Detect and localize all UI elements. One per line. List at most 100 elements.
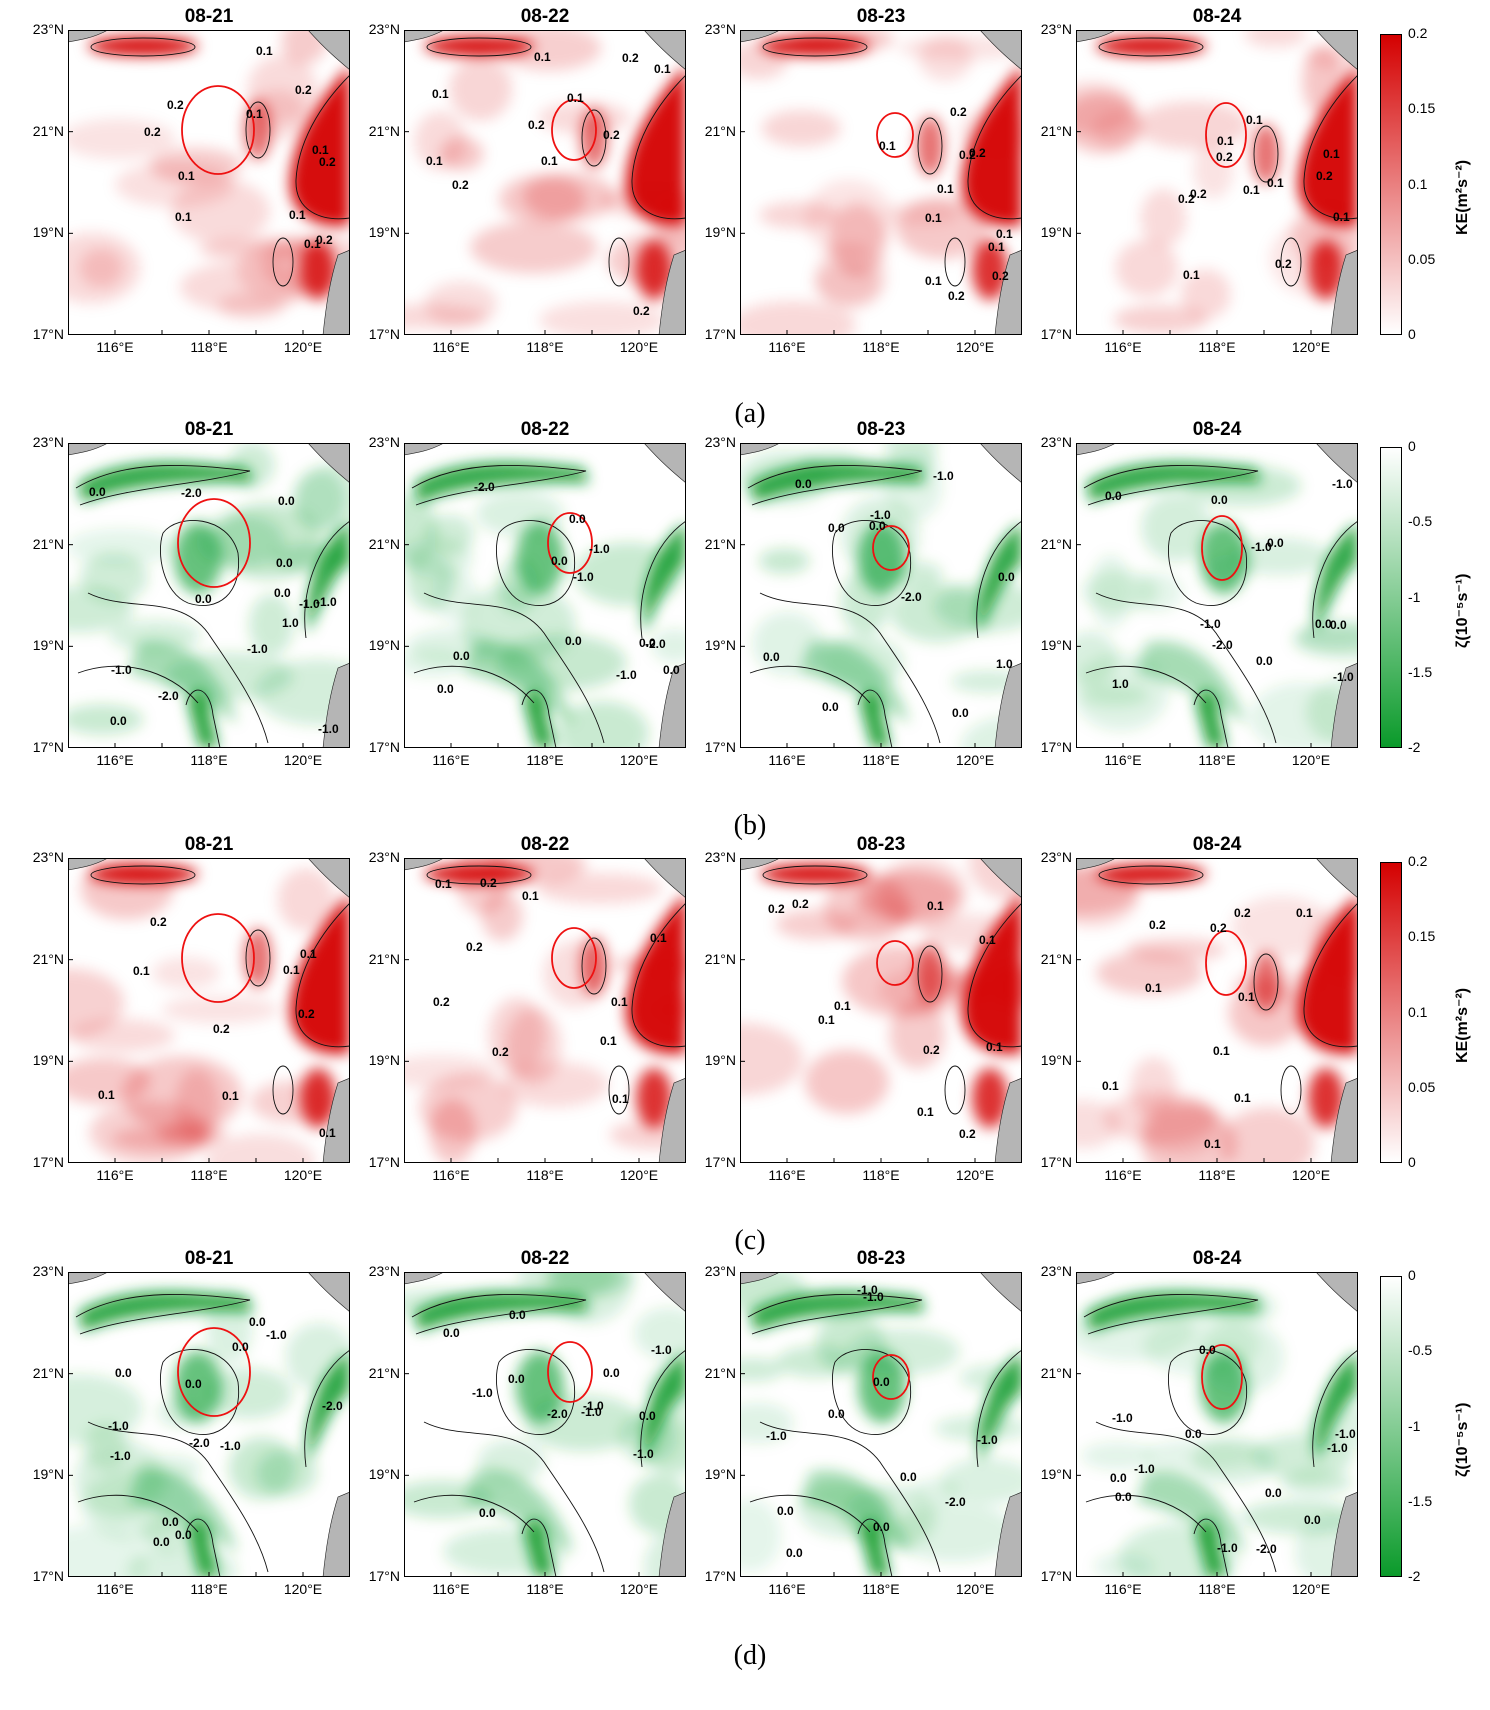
lon-tick-label: 116°E: [96, 1167, 134, 1183]
lon-tick-label: 120°E: [619, 1581, 659, 1597]
contour-lines: [411, 1293, 686, 1577]
contour-lines: [747, 1293, 1022, 1577]
colorbar: [1380, 862, 1402, 1163]
land-mask: [979, 443, 1022, 484]
contour-label: 0.2: [992, 269, 1009, 283]
contour-label: 0.0: [1330, 618, 1347, 632]
eddy-boundary: [547, 1341, 593, 1403]
contour-label: 0.1: [927, 899, 944, 913]
contour-label: 0.0: [89, 485, 106, 499]
lat-tick-label: 21°N: [1040, 950, 1072, 967]
contour-label: -2.0: [181, 486, 202, 500]
land-mask: [658, 1491, 686, 1577]
lon-tick-label: 120°E: [619, 339, 659, 355]
contour-label: 0.1: [178, 169, 195, 183]
contour-lines: [426, 865, 686, 1115]
map-panel: 0.0 -1.0 0.0 -1.0 0.0 -1.0 0.0 -2.0 -1.0 0.0 -1.0 0…: [1076, 1272, 1358, 1577]
contour-label: -1.0: [870, 508, 891, 522]
lat-tick-label: 23°N: [1040, 849, 1072, 865]
land-mask: [1315, 1272, 1358, 1313]
lon-tick-label: 116°E: [96, 752, 134, 768]
lon-tick-label: 118°E: [526, 1581, 564, 1597]
field-shading: [68, 859, 350, 1163]
contour-label: -1.0: [1327, 1441, 1348, 1455]
lat-tick-label: 21°N: [32, 122, 64, 139]
panel-date-title: 08-22: [520, 1248, 570, 1269]
contour-label: 0.1: [979, 933, 996, 947]
contour-label: 0.2: [950, 105, 967, 119]
contour-label: -1.0: [472, 1386, 493, 1400]
contour-label: -1.0: [581, 1405, 602, 1419]
field-blob: [1181, 269, 1231, 319]
field-blob: [1230, 537, 1330, 575]
contour-label: 0.1: [256, 44, 273, 58]
colorbar-title: ζ(10⁻⁵s⁻¹): [1454, 573, 1471, 648]
contour-label: 0.0: [1185, 1427, 1202, 1441]
field-blob: [499, 175, 587, 224]
contour-lines: [90, 37, 350, 287]
lon-tick-label: 116°E: [96, 339, 134, 355]
colorbar-tick-label: 0: [1408, 438, 1416, 454]
contour-lines: [90, 865, 350, 1115]
contour-label: 0.1: [304, 237, 321, 251]
contour-label: 0.1: [1323, 147, 1340, 161]
lon-tick-label: 120°E: [1291, 339, 1331, 355]
field-blob: [892, 1502, 1016, 1562]
lat-tick-label: 17°N: [32, 1154, 64, 1170]
land-mask: [979, 858, 1022, 899]
contour-label: 0.1: [1238, 990, 1255, 1004]
field-blob: [1139, 1098, 1222, 1157]
lon-tick-label: 120°E: [283, 339, 323, 355]
contour-label: 0.2: [466, 940, 483, 954]
eddy-boundary: [1205, 930, 1247, 996]
field-blob: [1076, 1100, 1120, 1149]
lat-tick-label: 23°N: [704, 1263, 736, 1279]
lon-tick-label: 116°E: [1104, 1167, 1142, 1183]
lat-tick-label: 23°N: [368, 1263, 400, 1279]
lat-tick-label: 21°N: [368, 950, 400, 967]
lat-tick-label: 21°N: [1040, 1364, 1072, 1381]
lon-tick-label: 118°E: [190, 1581, 228, 1597]
contour-label: 0.1: [312, 143, 329, 157]
panel-date-title: 08-22: [520, 834, 570, 855]
field-blob: [141, 1513, 190, 1553]
map-panel: 0.0 -1.0 -1.0 0.0 0.0 -1.0 0.0 -1.0 0.0 -2.0 -1.0 0…: [404, 1272, 686, 1577]
subfigure-label: (d): [733, 1640, 767, 1671]
contour-label: -2.0: [901, 590, 922, 604]
contour-label: 0.1: [534, 50, 551, 64]
field-blob: [161, 995, 280, 1024]
field-blob: [740, 1498, 781, 1572]
lon-tick-label: 120°E: [955, 339, 995, 355]
field-blob: [470, 221, 598, 274]
lon-tick-label: 118°E: [862, 1167, 900, 1183]
panel-date-title: 08-24: [1192, 1248, 1242, 1269]
lat-tick-label: 19°N: [368, 224, 400, 241]
lat-tick-label: 19°N: [368, 1052, 400, 1069]
lat-tick-label: 21°N: [368, 122, 400, 139]
map-panel: 0.0 0.0 1.0 0.0 0.0 -1.0 0.0 -2.0 0.0 0.0 -1.0: [740, 443, 1022, 748]
panel-date-title: 08-22: [520, 6, 570, 27]
lon-tick-label: 120°E: [1291, 1581, 1331, 1597]
contour-label: -1.0: [220, 1439, 241, 1453]
field-blob: [805, 179, 893, 258]
lon-tick-label: 116°E: [432, 1581, 470, 1597]
contour-label: 0.0: [998, 570, 1015, 584]
field-blob: [406, 551, 455, 611]
subfigure-label: (a): [734, 398, 766, 429]
land-mask: [307, 1272, 350, 1313]
contour-label: -2.0: [189, 1436, 210, 1450]
field-blob: [404, 304, 487, 329]
contour-label: 0.2: [433, 995, 450, 1009]
lon-tick-label: 120°E: [283, 752, 323, 768]
contour-label: 0.2: [316, 233, 333, 247]
contour-label: -2.0: [547, 1407, 568, 1421]
lat-tick-label: 17°N: [704, 326, 736, 342]
field-blob: [68, 1525, 148, 1577]
contour-label: 0.2: [480, 876, 497, 890]
eddy-boundary: [1201, 1344, 1243, 1410]
contour-label: 0.0: [952, 706, 969, 720]
field-blob: [911, 1479, 960, 1506]
lat-tick-label: 17°N: [1040, 1568, 1072, 1584]
contour-lines: [1083, 1293, 1358, 1577]
contour-label: 0.2: [167, 98, 184, 112]
